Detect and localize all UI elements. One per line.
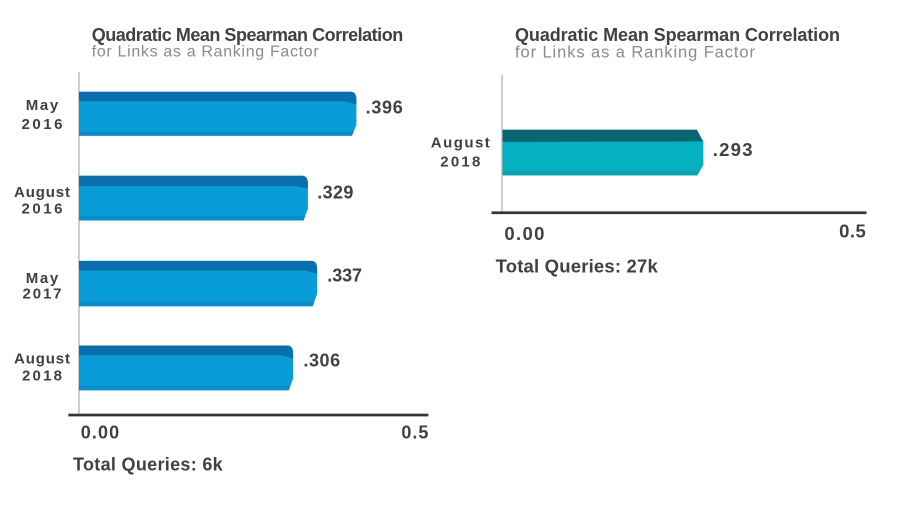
svg-text:August: August (14, 351, 70, 368)
svg-text:.306: .306 (303, 350, 340, 370)
svg-text:Quadratic Mean Spearman Correl: Quadratic Mean Spearman Correlation (92, 25, 404, 45)
svg-text:.293: .293 (713, 139, 753, 160)
svg-text:May: May (26, 97, 59, 114)
svg-text:August: August (14, 184, 70, 201)
svg-text:August: August (431, 135, 490, 152)
svg-text:for Links as a Ranking Factor: for Links as a Ranking Factor (515, 43, 756, 61)
svg-text:Total Queries: 27k: Total Queries: 27k (496, 255, 659, 276)
svg-text:.329: .329 (317, 183, 353, 203)
svg-text:for Links as a Ranking Factor: for Links as a Ranking Factor (92, 44, 320, 61)
svg-text:.337: .337 (327, 266, 362, 286)
svg-text:0.5: 0.5 (839, 221, 866, 242)
svg-text:2017: 2017 (23, 286, 62, 303)
svg-text:0.00: 0.00 (81, 423, 120, 443)
svg-text:.396: .396 (366, 97, 403, 117)
svg-text:0.00: 0.00 (504, 223, 544, 244)
svg-text:Quadratic Mean Spearman Correl: Quadratic Mean Spearman Correlation (515, 25, 840, 45)
svg-text:Total Queries: 6k: Total Queries: 6k (73, 455, 224, 475)
svg-text:May: May (26, 270, 59, 287)
svg-text:0.5: 0.5 (401, 422, 428, 442)
